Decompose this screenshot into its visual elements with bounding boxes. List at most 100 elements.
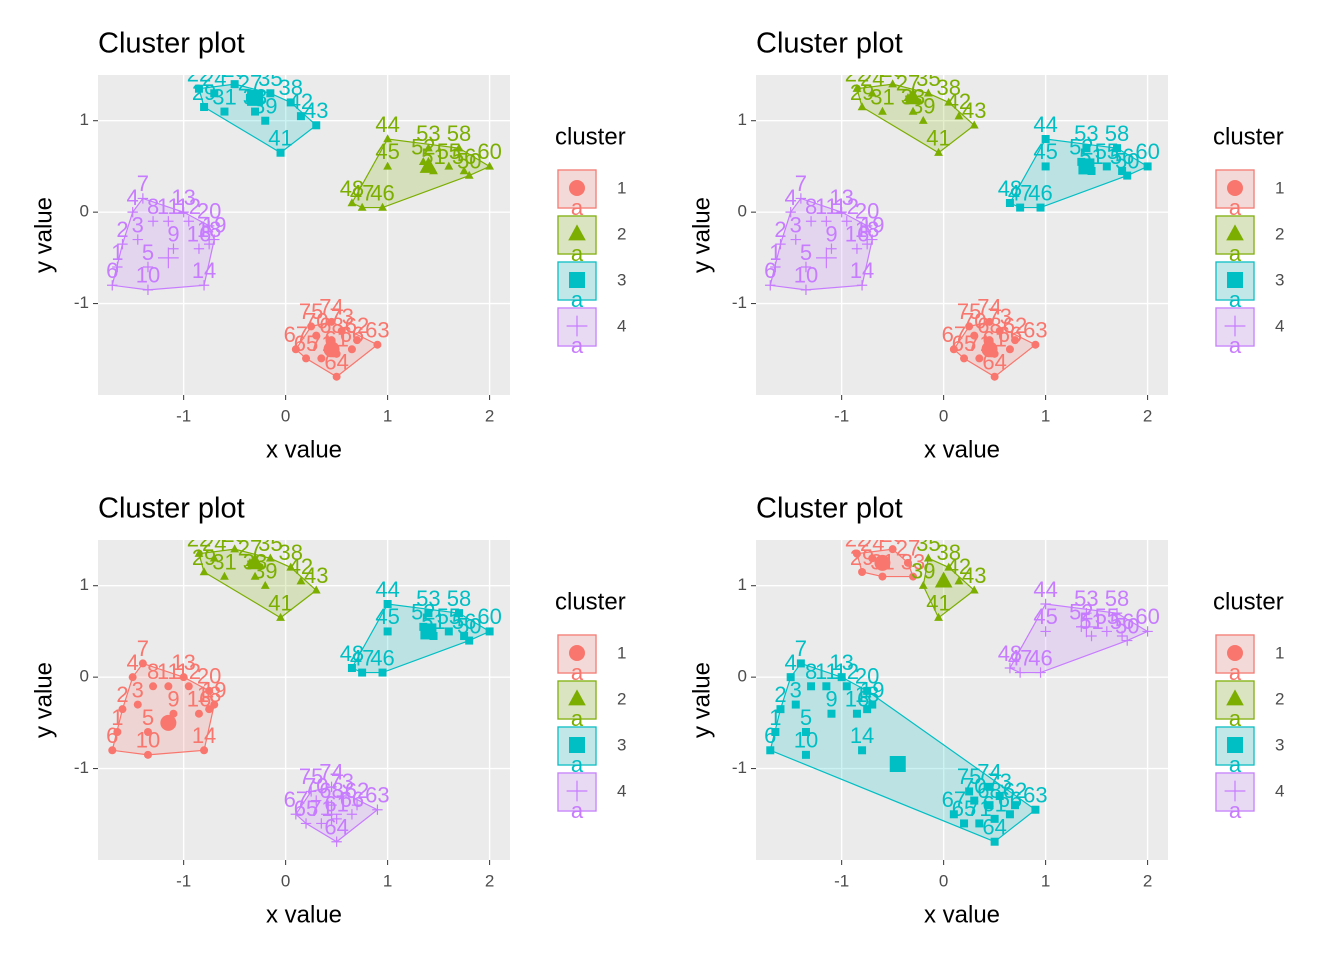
point-label: 11 xyxy=(157,659,180,684)
point-label: 74 xyxy=(977,295,1001,320)
point-label: 50 xyxy=(1115,148,1139,173)
point-label: 43 xyxy=(962,563,986,588)
point-label: 6 xyxy=(106,258,118,283)
legend-key xyxy=(557,772,597,812)
point xyxy=(246,553,264,570)
point-label: 1 xyxy=(111,240,123,265)
point xyxy=(949,810,958,819)
legend-symbol xyxy=(1227,645,1243,661)
point-label: 68 xyxy=(319,313,343,338)
point xyxy=(1101,626,1113,637)
point-label: 43 xyxy=(304,98,328,123)
point-label: 29 xyxy=(192,545,216,570)
point-label: 73 xyxy=(329,304,353,329)
point-label: 67 xyxy=(284,322,308,347)
legend-key-text: a xyxy=(571,287,584,312)
plot-background xyxy=(756,540,1168,860)
point xyxy=(353,336,362,345)
x-tick-label: 2 xyxy=(485,871,494,890)
point xyxy=(465,636,474,645)
point-label: 24 xyxy=(860,66,884,91)
point xyxy=(383,600,392,608)
point-label: 47 xyxy=(1008,645,1032,670)
point-label: 1 xyxy=(769,705,781,730)
legend-title: cluster xyxy=(555,123,626,150)
point xyxy=(861,220,873,232)
legend-label: 2 xyxy=(1275,224,1284,243)
point xyxy=(300,818,312,829)
point xyxy=(193,243,205,254)
point-label: 13 xyxy=(829,185,853,210)
point xyxy=(1041,135,1050,143)
point-label: 3 xyxy=(132,677,144,702)
legend-symbol xyxy=(569,272,585,288)
point-label: 46 xyxy=(370,180,394,205)
point xyxy=(785,206,796,218)
point xyxy=(856,280,868,291)
point xyxy=(307,322,316,331)
point-label: 53 xyxy=(416,121,440,146)
point-label: 73 xyxy=(987,304,1011,329)
legend-key-text: a xyxy=(1229,195,1242,220)
point xyxy=(112,261,123,273)
point xyxy=(852,549,861,558)
point-label: 22 xyxy=(845,62,869,87)
point xyxy=(383,161,393,170)
point xyxy=(801,750,810,759)
point-label: 1 xyxy=(111,705,123,730)
point xyxy=(276,148,285,157)
point xyxy=(132,234,143,245)
point xyxy=(851,243,863,254)
point-label: 56 xyxy=(1110,609,1134,634)
legend-label: 2 xyxy=(617,224,626,243)
point-label: 70 xyxy=(304,773,328,798)
point xyxy=(1011,336,1020,345)
legend-key-text: a xyxy=(1229,752,1242,777)
point-label: 1 xyxy=(769,240,781,265)
point-label: 24 xyxy=(202,66,226,91)
point xyxy=(861,238,873,250)
point xyxy=(336,790,347,802)
point xyxy=(459,166,469,175)
point xyxy=(331,813,342,825)
point xyxy=(949,345,958,354)
point xyxy=(373,340,382,349)
point-label: 56 xyxy=(1110,144,1134,169)
point xyxy=(194,548,204,557)
cluster-hull xyxy=(351,138,491,209)
point xyxy=(128,673,137,682)
y-tick-label: 0 xyxy=(738,667,747,686)
point xyxy=(1040,626,1051,637)
point-label: 68 xyxy=(977,778,1001,803)
point-label: 38 xyxy=(279,540,303,565)
point-label: 19 xyxy=(860,677,884,702)
point-label: 43 xyxy=(962,98,986,123)
point xyxy=(194,709,203,718)
point xyxy=(372,804,383,815)
point xyxy=(296,576,306,585)
point-label: 66 xyxy=(998,322,1022,347)
point-label: 48 xyxy=(340,641,364,666)
point xyxy=(863,705,872,714)
point-label: 9 xyxy=(825,687,837,712)
point xyxy=(296,112,305,121)
legend-symbol xyxy=(566,780,588,802)
point-label: 8 xyxy=(147,194,159,219)
point xyxy=(801,728,810,736)
point xyxy=(821,216,832,227)
point-label: 44 xyxy=(1033,112,1057,137)
x-tick-label: 0 xyxy=(281,871,290,890)
point xyxy=(878,106,887,115)
point xyxy=(858,746,867,755)
point xyxy=(276,612,285,621)
point-label: 64 xyxy=(982,815,1006,840)
point xyxy=(143,728,152,736)
point xyxy=(147,216,159,227)
point xyxy=(230,80,239,89)
point xyxy=(836,206,847,218)
cluster-hull xyxy=(922,557,976,619)
point-label: 4 xyxy=(785,650,797,675)
point xyxy=(807,682,816,691)
point-label: 16 xyxy=(187,222,211,247)
